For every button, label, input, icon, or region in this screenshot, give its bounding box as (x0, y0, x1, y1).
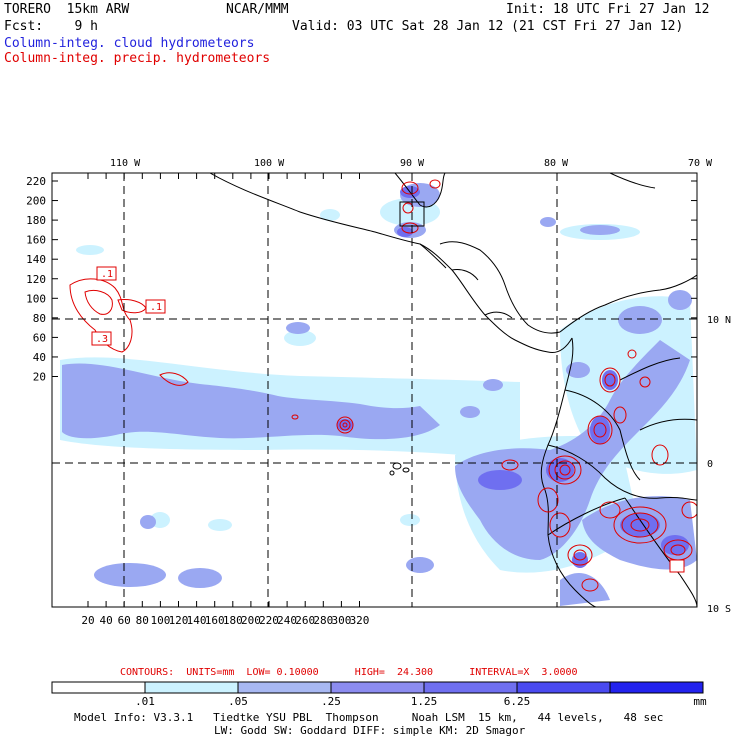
model-title: TORERO 15km ARW (4, 2, 130, 17)
color-bar-swatch (330, 681, 425, 694)
y-tick-label: 180 (26, 214, 46, 227)
lat-labels: 10 N 0 10 S (707, 315, 731, 615)
x-axis-labels: 20 40 60 80 10012014016018020022024026028030… (81, 614, 369, 627)
y-tick-label: 100 (26, 292, 46, 305)
color-bar-swatch (51, 681, 146, 694)
lon-label: 70 W (688, 158, 713, 169)
x-tick-label: 140 (187, 614, 207, 627)
forecast-hour: Fcst: 9 h (4, 19, 98, 34)
x-tick-label: 20 (81, 614, 94, 627)
model-info-line2: LW: Godd SW: Goddard DIFF: simple KM: 2D… (214, 724, 526, 737)
color-bar-label: 6.25 (504, 695, 531, 708)
contour-label-3: .3 (96, 334, 108, 345)
organization: NCAR/MMM (226, 2, 289, 17)
lon-label: 110 W (110, 158, 141, 169)
y-tick-label: 80 (33, 312, 46, 325)
legend-cloud: Column-integ. cloud hydrometeors (4, 36, 255, 51)
x-tick-label: 280 (313, 614, 333, 627)
color-bar (51, 681, 704, 694)
model-info-line1: Model Info: V3.3.1 Tiedtke YSU PBL Thomp… (74, 711, 664, 724)
color-bar-label: .01 (135, 695, 155, 708)
y-tick-label: 220 (26, 175, 46, 188)
color-bar-swatch (609, 681, 704, 694)
color-bar-label: 1.25 (411, 695, 438, 708)
color-bar-label: .05 (228, 695, 248, 708)
x-tick-label: 200 (241, 614, 261, 627)
init-time: Init: 18 UTC Fri 27 Jan 12 (506, 2, 710, 17)
lon-labels: 110 W 100 W 90 W 80 W 70 W (110, 158, 713, 169)
color-bar-swatch (144, 681, 239, 694)
x-tick-label: 260 (295, 614, 315, 627)
x-tick-label: 80 (136, 614, 149, 627)
x-tick-label: 120 (169, 614, 189, 627)
color-bar-labels: .01 .05 .25 1.25 6.25 mm (135, 695, 707, 708)
lon-label: 80 W (544, 158, 569, 169)
x-tick-label: 240 (277, 614, 297, 627)
x-tick-label: 300 (331, 614, 351, 627)
y-tick-label: 160 (26, 234, 46, 247)
color-bar-label: mm (693, 695, 707, 708)
x-tick-label: 180 (223, 614, 243, 627)
x-tick-label: 40 (99, 614, 112, 627)
color-bar-swatch (423, 681, 518, 694)
y-tick-label: 40 (33, 351, 46, 364)
y-tick-label: 120 (26, 273, 46, 286)
x-tick-marks (87, 173, 360, 607)
y-tick-label: 200 (26, 195, 46, 208)
lon-label: 90 W (400, 158, 425, 169)
contours-info: CONTOURS: UNITS=mm LOW= 0.10000 HIGH= 24… (120, 667, 578, 678)
y-tick-label: 140 (26, 253, 46, 266)
y-tick-marks (52, 180, 697, 377)
x-tick-label: 160 (205, 614, 225, 627)
legend-precip: Column-integ. precip. hydrometeors (4, 51, 271, 66)
map-frame (51, 172, 698, 608)
lat-label: 0 (707, 459, 713, 470)
map-field: .1 .1 .3 (52, 173, 697, 607)
valid-time: Valid: 03 UTC Sat 28 Jan 12 (21 CST Fri … (292, 19, 684, 34)
contour-label-boxes (91, 201, 685, 573)
lat-label: 10 S (707, 604, 731, 615)
contour-label-2: .1 (150, 302, 162, 313)
color-bar-label: .25 (321, 695, 341, 708)
x-tick-label: 320 (350, 614, 370, 627)
color-bar-swatch (237, 681, 332, 694)
x-tick-label: 220 (259, 614, 279, 627)
coastlines (209, 173, 697, 607)
y-axis-labels: 220 200 180 160 140 120 100 80 60 40 20 (26, 175, 46, 384)
contour-label-1: .1 (101, 269, 113, 280)
x-tick-label: 60 (118, 614, 131, 627)
y-tick-label: 60 (33, 331, 46, 344)
graticule (52, 173, 697, 607)
lat-label: 10 N (707, 315, 731, 326)
lon-label: 100 W (254, 158, 285, 169)
color-bar-swatch (516, 681, 611, 694)
y-tick-label: 20 (33, 371, 46, 384)
x-tick-label: 100 (150, 614, 170, 627)
